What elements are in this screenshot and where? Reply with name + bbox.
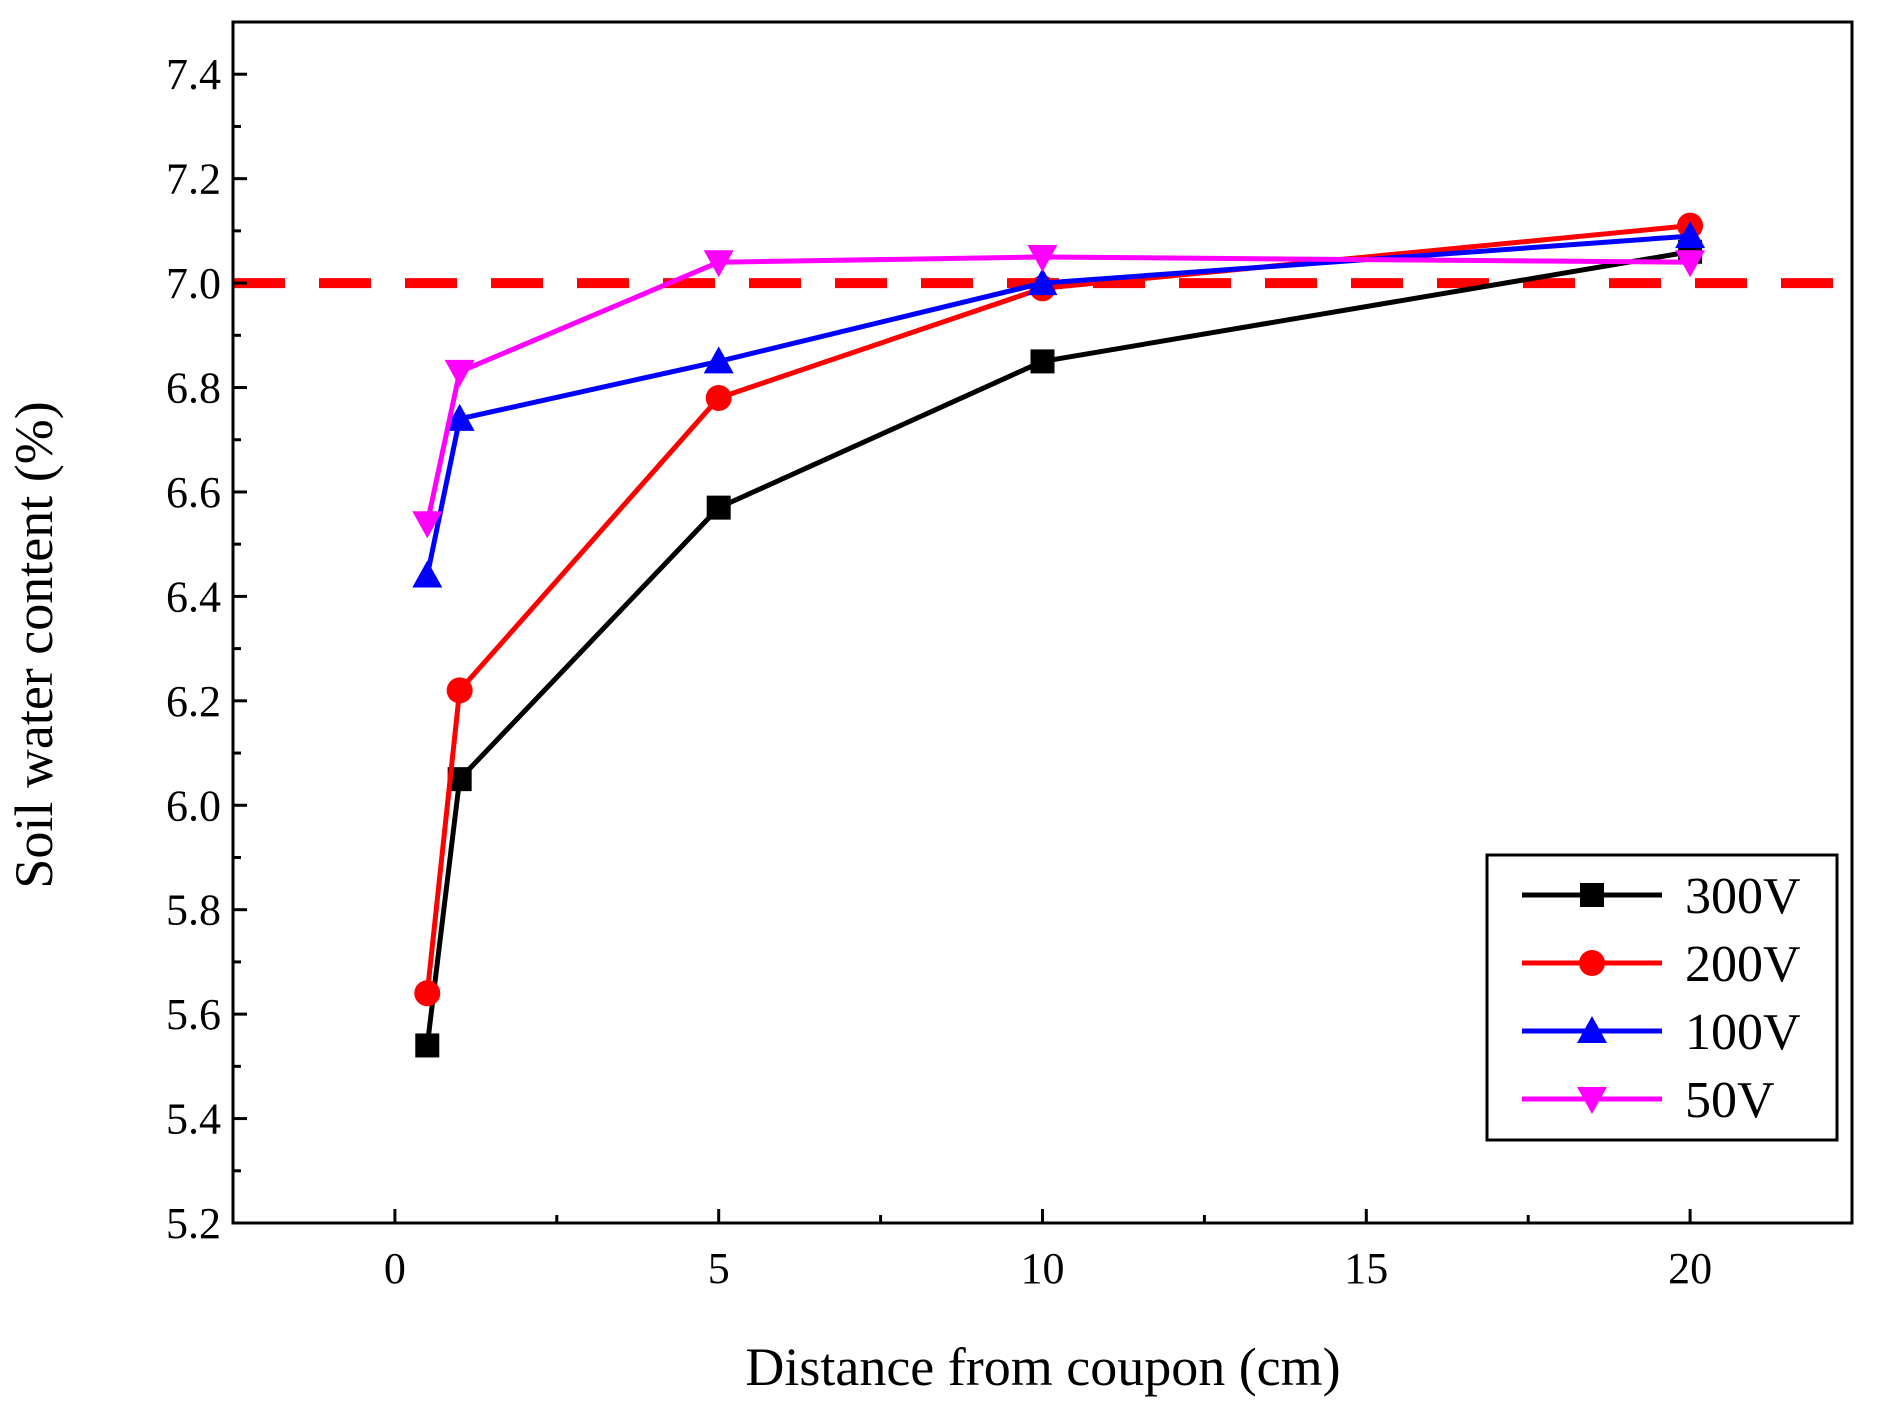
y-tick-label: 6.0 bbox=[166, 781, 221, 830]
y-tick-label: 6.6 bbox=[166, 468, 221, 517]
data-point-100v bbox=[1027, 268, 1058, 296]
data-point-50v bbox=[412, 511, 443, 539]
legend-label-300v: 300V bbox=[1685, 868, 1801, 925]
y-tick-label: 5.4 bbox=[166, 1095, 221, 1144]
data-point-50v bbox=[1675, 250, 1706, 278]
axes: 0 5 10 15 20 5.2 5.4 5.6 5.8 6.0 6.2 6.4 6.6 6.8 7.0 7.… bbox=[166, 20, 1854, 1293]
legend-label-50v: 50V bbox=[1685, 1072, 1775, 1129]
y-tick-label: 6.8 bbox=[166, 364, 221, 413]
legend-marker-300v bbox=[1580, 883, 1604, 907]
y-tick-label: 5.8 bbox=[166, 886, 221, 935]
y-tick-label: 7.2 bbox=[166, 155, 221, 204]
data-point-300v bbox=[706, 495, 731, 520]
legend-marker-100v bbox=[1577, 1016, 1607, 1043]
data-point-300v bbox=[415, 1033, 440, 1058]
data-point-100v bbox=[1675, 221, 1706, 249]
legend-marker-200v bbox=[1579, 950, 1605, 976]
data-point-200v bbox=[705, 384, 732, 411]
y-tick-label: 5.2 bbox=[166, 1199, 221, 1248]
y-axis-title: Soil water content (%) bbox=[4, 401, 64, 888]
y-tick-label: 7.0 bbox=[166, 259, 221, 308]
legend-label-200v: 200V bbox=[1685, 936, 1801, 993]
data-point-50v bbox=[703, 250, 734, 278]
x-tick-label: 5 bbox=[708, 1244, 730, 1293]
data-point-100v bbox=[444, 403, 475, 431]
data-point-100v bbox=[703, 346, 734, 374]
legend-box bbox=[1485, 853, 1839, 1142]
legend-label-100v: 100V bbox=[1685, 1004, 1801, 1061]
data-point-100v bbox=[412, 560, 443, 588]
y-tick-label: 6.2 bbox=[166, 677, 221, 726]
y-tick-label: 5.6 bbox=[166, 990, 221, 1039]
y-tick-label: 7.4 bbox=[166, 50, 221, 99]
data-point-300v bbox=[1030, 349, 1055, 374]
x-tick-label: 20 bbox=[1668, 1244, 1712, 1293]
legend-marker-50v bbox=[1577, 1087, 1607, 1114]
data-point-50v bbox=[444, 359, 475, 387]
plot-area bbox=[233, 212, 1852, 1058]
legend: 300V 200V 100V 50V bbox=[1485, 853, 1839, 1142]
x-tick-label: 0 bbox=[384, 1244, 406, 1293]
x-axis-title: Distance from coupon (cm) bbox=[745, 1337, 1340, 1397]
x-tick-label: 10 bbox=[1021, 1244, 1065, 1293]
data-point-200v bbox=[414, 980, 441, 1007]
data-point-200v bbox=[446, 677, 473, 704]
y-tick-label: 6.4 bbox=[166, 572, 221, 621]
x-tick-label: 15 bbox=[1344, 1244, 1388, 1293]
data-point-50v bbox=[1027, 244, 1058, 272]
